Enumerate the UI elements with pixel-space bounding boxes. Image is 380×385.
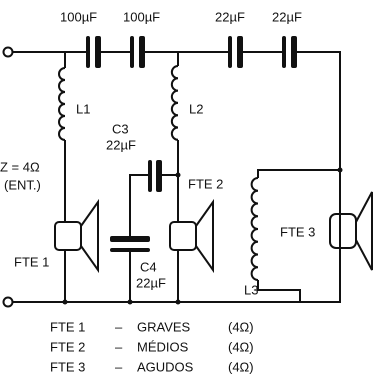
speaker bbox=[169, 198, 214, 274]
capacitor-plate bbox=[291, 36, 297, 68]
wire bbox=[257, 169, 340, 302]
wire bbox=[13, 262, 341, 303]
legend-role: AGUDOS bbox=[137, 359, 194, 374]
capacitor-plate bbox=[110, 248, 150, 252]
speaker bbox=[54, 198, 99, 274]
speaker-label: FTE 2 bbox=[188, 176, 223, 191]
capacitor-plate bbox=[156, 160, 162, 192]
capacitor-plate bbox=[139, 36, 145, 68]
inductor-label: L1 bbox=[76, 101, 90, 116]
legend-impedance: (4Ω) bbox=[228, 319, 254, 334]
legend-impedance: (4Ω) bbox=[228, 339, 254, 354]
capacitor-plate bbox=[86, 36, 90, 68]
capacitor-label: C3 bbox=[112, 121, 129, 136]
capacitor-value: 100µF bbox=[123, 9, 160, 24]
capacitor-label: C4 bbox=[140, 259, 157, 274]
input-impedance: Z = 4Ω bbox=[0, 159, 40, 174]
junction bbox=[127, 299, 133, 305]
wire bbox=[13, 51, 341, 200]
capacitor-value: 100µF bbox=[60, 9, 97, 24]
legend-role: GRAVES bbox=[137, 319, 191, 334]
capacitor-plate bbox=[237, 36, 243, 68]
speaker bbox=[329, 191, 373, 271]
inductor-label: L3 bbox=[244, 282, 258, 297]
capacitor-plate bbox=[282, 36, 286, 68]
input-note: (ENT.) bbox=[4, 177, 41, 192]
legend-role: MÉDIOS bbox=[137, 339, 189, 354]
inductor-coil bbox=[58, 67, 66, 141]
junction bbox=[175, 172, 181, 178]
speaker-label: FTE 1 bbox=[14, 254, 49, 269]
capacitor-plate bbox=[130, 36, 134, 68]
wire bbox=[129, 174, 178, 302]
capacitor-plate bbox=[148, 160, 152, 192]
junction bbox=[337, 167, 343, 173]
inductor-label: L2 bbox=[189, 101, 203, 116]
inductor-coil bbox=[250, 177, 259, 281]
inductor-coil bbox=[170, 65, 179, 141]
legend-speaker: FTE 3 bbox=[50, 359, 85, 374]
legend-dash: – bbox=[115, 339, 123, 354]
junction bbox=[62, 299, 68, 305]
legend-dash: – bbox=[115, 319, 123, 334]
legend-speaker: FTE 2 bbox=[50, 339, 85, 354]
capacitor-plate bbox=[110, 236, 150, 242]
capacitor-value: 22µF bbox=[215, 9, 245, 24]
legend-dash: – bbox=[115, 359, 123, 374]
capacitor-value: 22µF bbox=[136, 275, 166, 290]
capacitor-value: 22µF bbox=[106, 137, 136, 152]
legend-speaker: FTE 1 bbox=[50, 319, 85, 334]
terminal bbox=[2, 46, 14, 58]
junction bbox=[175, 299, 181, 305]
capacitor-value: 22µF bbox=[272, 9, 302, 24]
capacitor-plate bbox=[95, 36, 101, 68]
speaker-label: FTE 3 bbox=[280, 224, 315, 239]
terminal bbox=[2, 296, 14, 308]
capacitor-plate bbox=[228, 36, 232, 68]
legend-impedance: (4Ω) bbox=[228, 359, 254, 374]
